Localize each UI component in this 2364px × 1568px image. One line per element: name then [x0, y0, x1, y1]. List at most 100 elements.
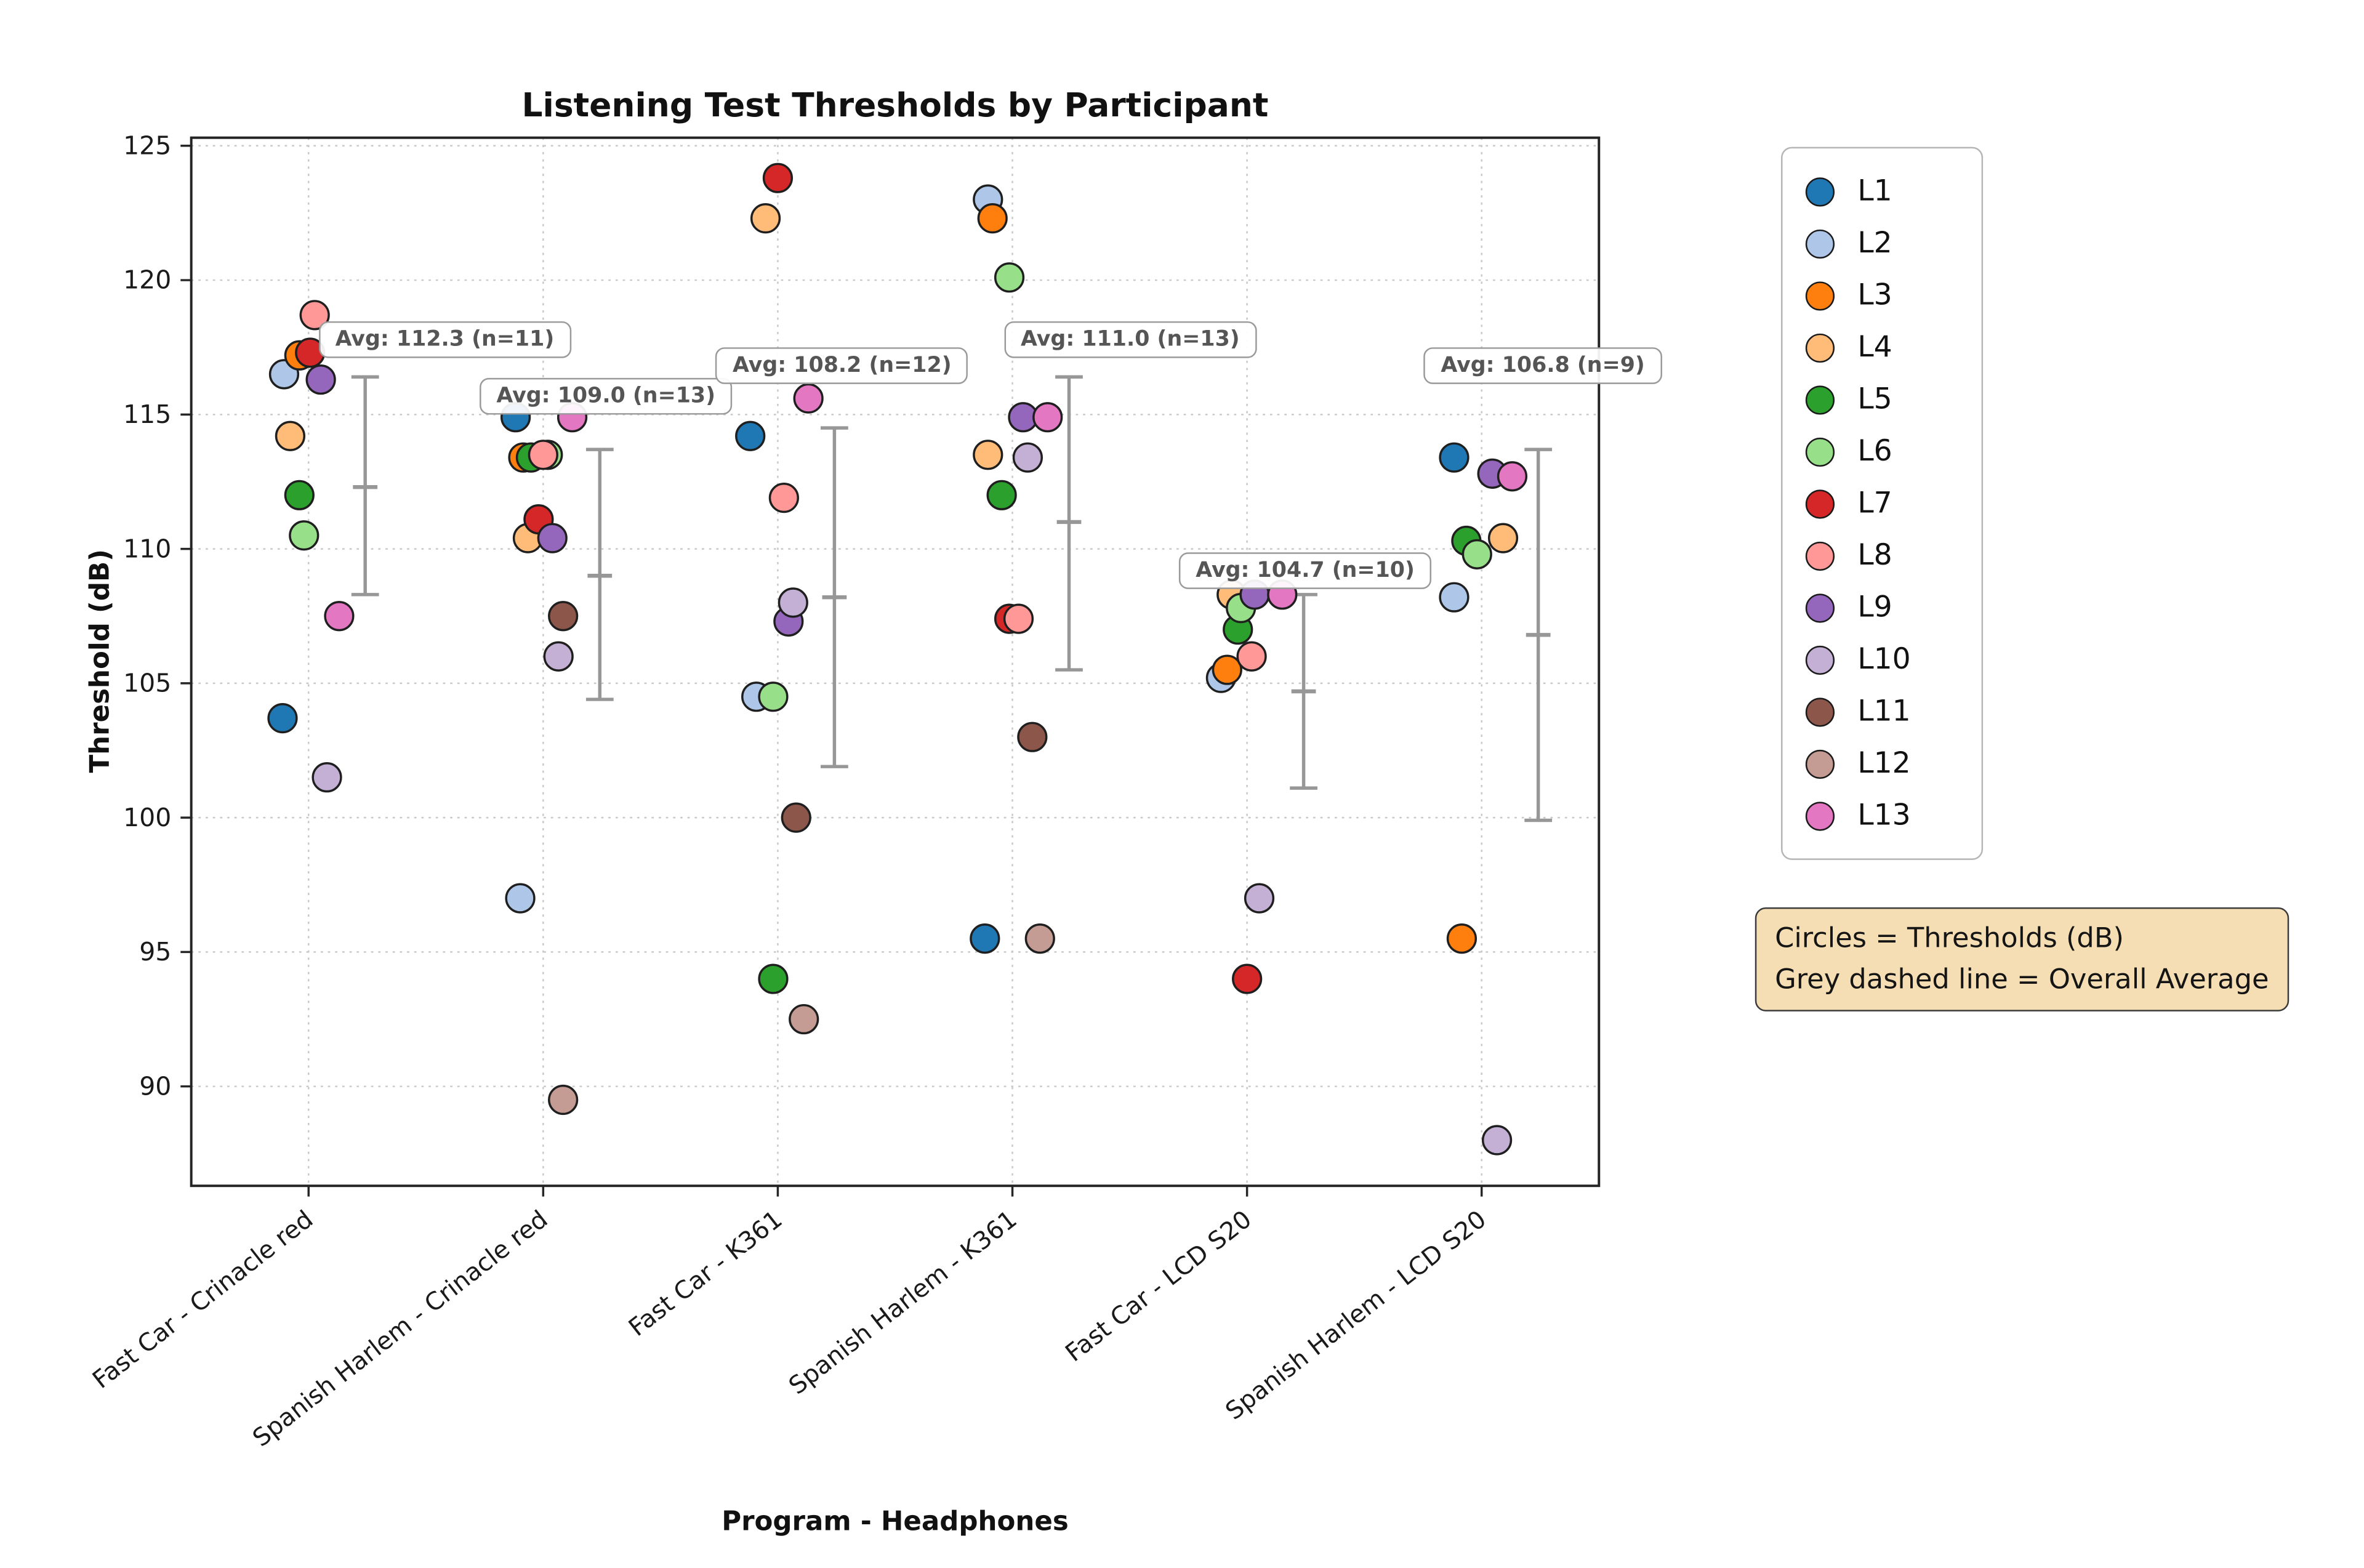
scatter-point-L6 [994, 262, 1025, 293]
scatter-point-L1 [500, 402, 531, 433]
scatter-point-L4 [973, 440, 1003, 470]
note-line-2: Grey dashed line = Overall Average [1775, 963, 2269, 997]
legend-marker-icon [1805, 332, 1835, 362]
scatter-point-L9 [537, 523, 568, 553]
scatter-point-L13 [1032, 402, 1063, 433]
plot-frame [190, 136, 1601, 1188]
scatter-point-L3 [977, 203, 1008, 234]
legend-item-L2: L2 [1805, 217, 1951, 270]
scatter-point-L8 [528, 440, 558, 470]
scatter-point-L5 [986, 480, 1017, 510]
legend-label: L6 [1857, 434, 1892, 468]
scatter-point-L3 [1446, 923, 1478, 954]
scatter-point-L10 [543, 641, 574, 672]
scatter-point-L1 [1439, 442, 1469, 473]
legend: L1 L2 L3 L4 L5 L6 L7 L8 L9 L10 L11 L12 L13 [1781, 147, 1984, 860]
legend-item-L6: L6 [1805, 425, 1951, 478]
legend-marker-icon [1805, 177, 1835, 206]
legend-label: L9 [1857, 590, 1892, 625]
legend-label: L8 [1857, 538, 1892, 573]
scatter-point-L2 [505, 883, 536, 914]
scatter-point-L8 [768, 483, 799, 513]
scatter-point-L1 [267, 703, 298, 734]
note-box: Circles = Thresholds (dB) Grey dashed li… [1755, 907, 2289, 1011]
x-axis-label: Program - Headphones [722, 1507, 1069, 1538]
x-tick-label: Fast Car - K361 [624, 1205, 788, 1341]
scatter-point-L3 [1212, 654, 1242, 685]
scatter-point-L1 [970, 923, 1000, 954]
scatter-point-L10 [778, 587, 808, 618]
scatter-point-L12 [789, 1003, 819, 1035]
scatter-point-L12 [548, 1084, 579, 1116]
legend-item-L8: L8 [1805, 529, 1951, 582]
legend-label: L13 [1857, 798, 1911, 833]
x-tick-label: Spanish Harlem - K361 [784, 1205, 1023, 1400]
scatter-point-L8 [299, 300, 330, 331]
scatter-point-L11 [781, 802, 811, 833]
scatter-point-L13 [793, 383, 824, 414]
scatter-point-L1 [735, 420, 766, 451]
legend-marker-icon [1805, 541, 1835, 570]
x-tick-label: Fast Car - Crinacle red [87, 1205, 318, 1394]
scatter-point-L10 [1244, 883, 1275, 914]
scatter-point-L4 [275, 420, 306, 451]
scatter-point-L7 [1232, 963, 1263, 994]
legend-marker-icon [1805, 489, 1835, 518]
y-tick-label: 125 [123, 131, 171, 160]
note-line-1: Circles = Thresholds (dB) [1775, 922, 2124, 955]
scatter-point-L11 [548, 601, 579, 632]
y-tick-label: 105 [123, 669, 171, 698]
legend-label: L1 [1857, 174, 1892, 209]
scatter-point-L11 [1017, 722, 1048, 752]
legend-item-L12: L12 [1805, 738, 1951, 790]
scatter-point-L8 [1236, 641, 1267, 672]
scatter-point-L10 [1481, 1125, 1513, 1156]
legend-marker-icon [1805, 281, 1835, 310]
scatter-point-L10 [1012, 442, 1043, 473]
chart-title: Listening Test Thresholds by Participant [521, 87, 1269, 126]
legend-label: L4 [1857, 330, 1892, 364]
legend-item-L1: L1 [1805, 165, 1951, 217]
scatter-point-L6 [1461, 539, 1492, 569]
legend-item-L4: L4 [1805, 321, 1951, 374]
y-tick-label: 90 [139, 1071, 171, 1101]
scatter-point-L9 [1239, 579, 1270, 610]
axes-ticks: 90 95 100 105 110 115 120 125 Fast Car - Crinacl… [87, 131, 1492, 1452]
legend-item-L7: L7 [1805, 477, 1951, 529]
scatter-point-L6 [289, 520, 320, 551]
legend-marker-icon [1805, 436, 1835, 466]
legend-marker-icon [1805, 593, 1835, 622]
legend-marker-icon [1805, 385, 1835, 414]
scatter-point-L10 [312, 762, 342, 793]
legend-item-L11: L11 [1805, 685, 1951, 738]
scatter-point-L13 [1267, 579, 1298, 610]
scatter-point-L7 [295, 337, 326, 368]
legend-marker-icon [1805, 697, 1835, 726]
scatter-point-L6 [758, 681, 789, 712]
legend-label: L10 [1857, 642, 1911, 677]
data-points [267, 163, 1528, 1156]
x-tick-label: Spanish Harlem - LCD S20 [1220, 1205, 1491, 1425]
scatter-point-L9 [305, 364, 336, 395]
legend-label: L12 [1857, 746, 1911, 781]
gridlines [191, 137, 1599, 1186]
y-tick-label: 120 [123, 265, 171, 295]
legend-label: L5 [1857, 382, 1892, 417]
scatter-point-L13 [1497, 461, 1528, 492]
scatter-point-L5 [284, 480, 315, 510]
legend-item-L9: L9 [1805, 581, 1951, 633]
legend-item-L13: L13 [1805, 789, 1951, 842]
scatter-point-L5 [758, 963, 789, 994]
legend-marker-icon [1805, 801, 1835, 830]
scatter-point-L4 [750, 203, 781, 234]
legend-marker-icon [1805, 645, 1835, 674]
legend-label: L7 [1857, 486, 1892, 521]
legend-marker-icon [1805, 749, 1835, 778]
y-tick-label: 115 [123, 400, 171, 429]
scatter-point-L7 [762, 163, 794, 193]
legend-item-L3: L3 [1805, 269, 1951, 321]
legend-marker-icon [1805, 228, 1835, 258]
